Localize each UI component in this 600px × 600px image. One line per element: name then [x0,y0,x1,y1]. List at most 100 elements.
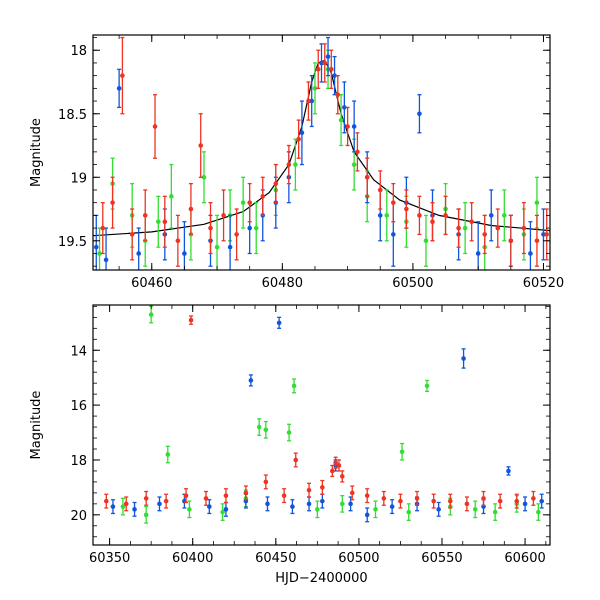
data-marker [338,117,344,123]
data-marker [243,490,249,496]
data-point [165,445,171,464]
data-point [338,94,344,147]
data-marker [110,504,116,509]
data-marker [495,225,501,231]
data-point [328,49,334,90]
data-point [364,488,370,504]
data-point [182,221,187,270]
data-point [335,74,341,115]
data-point [110,176,115,229]
data-point [398,493,403,509]
data-marker [286,430,292,435]
data-point [293,138,298,191]
data-point [201,151,207,204]
data-point [120,36,125,115]
data-point [430,202,435,242]
data-point [414,490,420,506]
data-point [399,442,405,461]
data-point [198,113,204,178]
data-point [506,466,511,476]
data-point [443,195,448,236]
data-point [339,494,345,513]
data-marker [248,378,254,383]
data-marker [373,507,378,512]
x-tick-label: 60400 [172,551,213,566]
data-marker [355,149,360,155]
data-marker [544,232,550,237]
data-marker [342,105,347,110]
data-marker [188,317,194,323]
y-tick-label: 18.5 [58,108,87,123]
data-point [220,503,225,521]
data-marker [398,498,403,504]
data-point [208,202,213,255]
data-marker [335,92,341,98]
data-point [461,348,466,369]
data-marker [475,251,481,256]
data-marker [364,174,370,180]
data-point [97,227,102,270]
data-marker [389,504,395,509]
data-marker [469,219,474,225]
data-point [495,208,501,248]
data-marker [203,496,209,501]
data-point [116,68,122,109]
data-point [293,452,299,468]
x-tick-label: 60460 [131,276,172,291]
plot-frame [92,304,551,546]
data-point [155,195,161,248]
data-point [492,503,498,521]
x-tick-label: 60550 [421,551,462,566]
data-point [330,464,335,478]
data-point [472,500,478,519]
data-point [336,459,342,472]
data-marker [155,219,161,225]
data-marker [531,496,536,501]
data-point [296,119,301,159]
data-marker [536,509,541,515]
data-marker [306,487,312,493]
data-marker [521,225,527,231]
data-marker [265,501,270,507]
data-marker [187,507,192,512]
y-tick-label: 16 [70,399,87,414]
data-marker [132,507,137,512]
data-marker [332,73,337,78]
data-point [152,94,158,159]
data-marker [431,498,436,504]
data-marker [436,507,441,512]
y-axis-title: Magnitude [29,118,44,187]
data-marker [534,238,540,244]
data-point [306,496,312,512]
data-marker [256,424,262,430]
data-point [260,176,266,217]
data-point [142,189,148,242]
data-marker [299,130,305,136]
data-point [475,221,481,270]
data-marker [488,213,494,218]
data-marker [539,498,544,504]
data-marker [406,509,412,515]
data-marker [276,320,282,326]
data-point [183,488,189,504]
data-point [188,315,194,325]
data-point [531,490,536,506]
data-marker [97,251,102,256]
data-marker [322,60,328,66]
data-point [406,503,412,521]
data-marker [381,496,387,501]
data-point [349,485,355,501]
data-marker [220,509,225,515]
data-marker [129,232,135,237]
data-marker [103,257,109,263]
data-point [163,493,169,509]
data-marker [325,54,331,59]
data-point [100,202,106,255]
data-point [502,189,507,242]
data-marker [221,213,226,218]
data-marker [260,194,266,199]
data-point [339,470,345,483]
data-marker [188,206,194,212]
data-point [534,214,540,267]
